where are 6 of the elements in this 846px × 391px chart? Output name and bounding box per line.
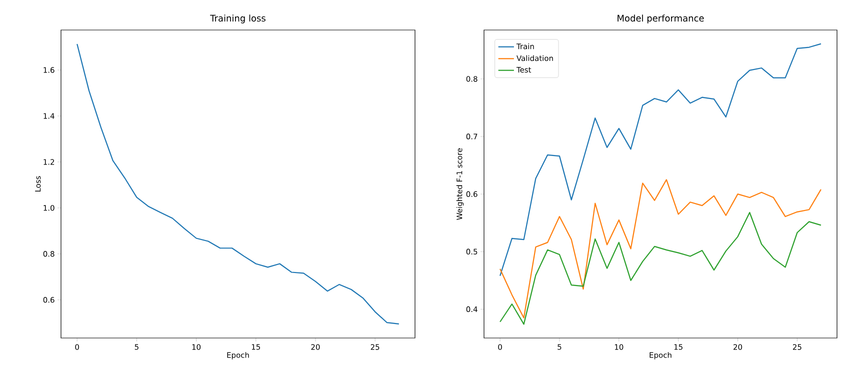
chart-title: Model performance: [618, 14, 704, 24]
line-series: [76, 43, 400, 325]
line-series: [500, 212, 822, 325]
line-series: [500, 43, 822, 276]
line-series: [500, 179, 822, 318]
chart-title: Training loss: [210, 14, 266, 24]
